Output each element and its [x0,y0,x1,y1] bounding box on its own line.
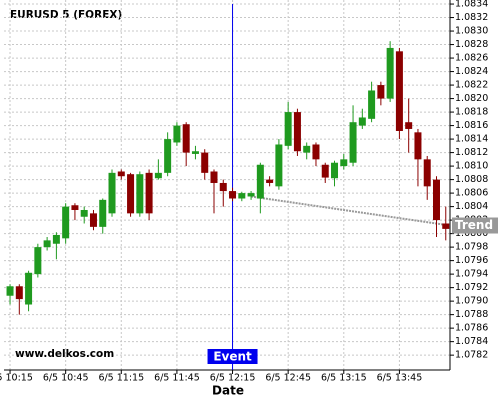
y-tick-label: 1.0818 [455,107,488,118]
candle-body [117,171,125,177]
candle-body [331,162,339,179]
candle-body [25,272,33,305]
candle-body [349,122,357,163]
candle-body [238,193,246,199]
trend-label: Trend [455,218,493,232]
candle-body [210,171,218,183]
candle-body [256,164,264,199]
x-tick-label: 6/5 13:45 [377,373,423,384]
candle-body [395,51,403,131]
candle-body [340,159,348,167]
y-tick-label: 1.0830 [455,26,488,37]
candle-body [405,122,413,129]
candle-body [89,213,97,227]
candle-body [145,172,153,214]
y-tick-label: 1.0832 [455,12,488,23]
x-tick-label: 6/5 12:45 [265,373,311,384]
y-tick-label: 1.0826 [455,53,488,64]
candle-body [154,172,162,179]
candle-body [62,206,70,239]
candle-body [284,112,292,146]
trend-line [250,195,451,227]
y-tick-label: 1.0786 [455,323,488,334]
candle-body [191,151,199,154]
y-tick-label: 1.0790 [455,296,488,307]
candle-body [266,179,274,183]
y-tick-label: 1.0822 [455,80,488,91]
x-tick-label: 6/5 10:45 [43,373,89,384]
y-tick-label: 1.0804 [455,201,488,212]
candle-body [303,145,311,153]
x-tick-label: 6/5 10:15 [0,373,33,384]
y-tick-label: 1.0784 [455,336,488,347]
y-tick-label: 1.0810 [455,161,488,172]
x-tick-label: 6/5 12:15 [210,373,256,384]
y-tick-label: 1.0796 [455,255,488,266]
y-tick-label: 1.0794 [455,269,488,280]
x-tick-label: 6/5 11:45 [154,373,200,384]
candle-body [219,182,227,192]
y-tick-label: 1.0808 [455,174,488,185]
candle-body [442,223,450,229]
candle-body [52,234,60,244]
y-tick-label: 1.0816 [455,120,488,131]
candle-body [201,152,209,173]
candle-body [173,125,181,143]
candle-body [127,174,135,214]
candle-body [80,209,88,217]
y-tick-label: 1.0820 [455,93,488,104]
candle-body [423,159,431,187]
candle-body [432,179,440,221]
candle-body [247,193,255,197]
candle-body [182,124,190,153]
candle-body [136,174,144,214]
y-tick-label: 1.0798 [455,242,488,253]
candle-body [164,139,172,173]
x-tick-label: 6/5 13:15 [321,373,367,384]
y-tick-label: 1.0788 [455,309,488,320]
event-label-box [207,349,258,364]
candle-body [386,47,394,99]
candle-body [15,286,23,300]
candle-body [99,199,107,227]
candle-body [293,112,301,152]
event-label: Event [213,350,252,364]
y-tick-label: 1.0812 [455,147,488,158]
y-tick-label: 1.0792 [455,282,488,293]
y-tick-label: 1.0806 [455,188,488,199]
y-tick-label: 1.0834 [455,0,488,10]
trend-label-box [452,217,498,234]
y-tick-label: 1.0824 [455,66,488,77]
candle-body [414,132,422,160]
y-tick-label: 1.0828 [455,39,488,50]
candle-body [377,85,385,99]
candle-body [321,164,329,178]
y-tick-label: 1.0814 [455,134,488,145]
candle-body [229,191,237,199]
y-tick-label: 1.0800 [455,228,488,239]
candle-body [275,144,283,187]
candle-body [6,286,14,296]
x-tick-label: 6/5 11:15 [98,373,144,384]
chart-title: EURUSD 5 (FOREX) [10,9,122,21]
y-tick-label: 1.0782 [455,350,488,361]
candle-body [358,117,366,126]
candle-body [108,172,116,214]
candle-body [43,240,51,248]
candle-body [312,144,320,160]
x-axis-title: Date [212,384,244,398]
candle-body [368,90,376,119]
watermark: www.delkos.com [15,348,114,360]
candle-body [34,247,42,275]
candle-body [71,205,79,210]
